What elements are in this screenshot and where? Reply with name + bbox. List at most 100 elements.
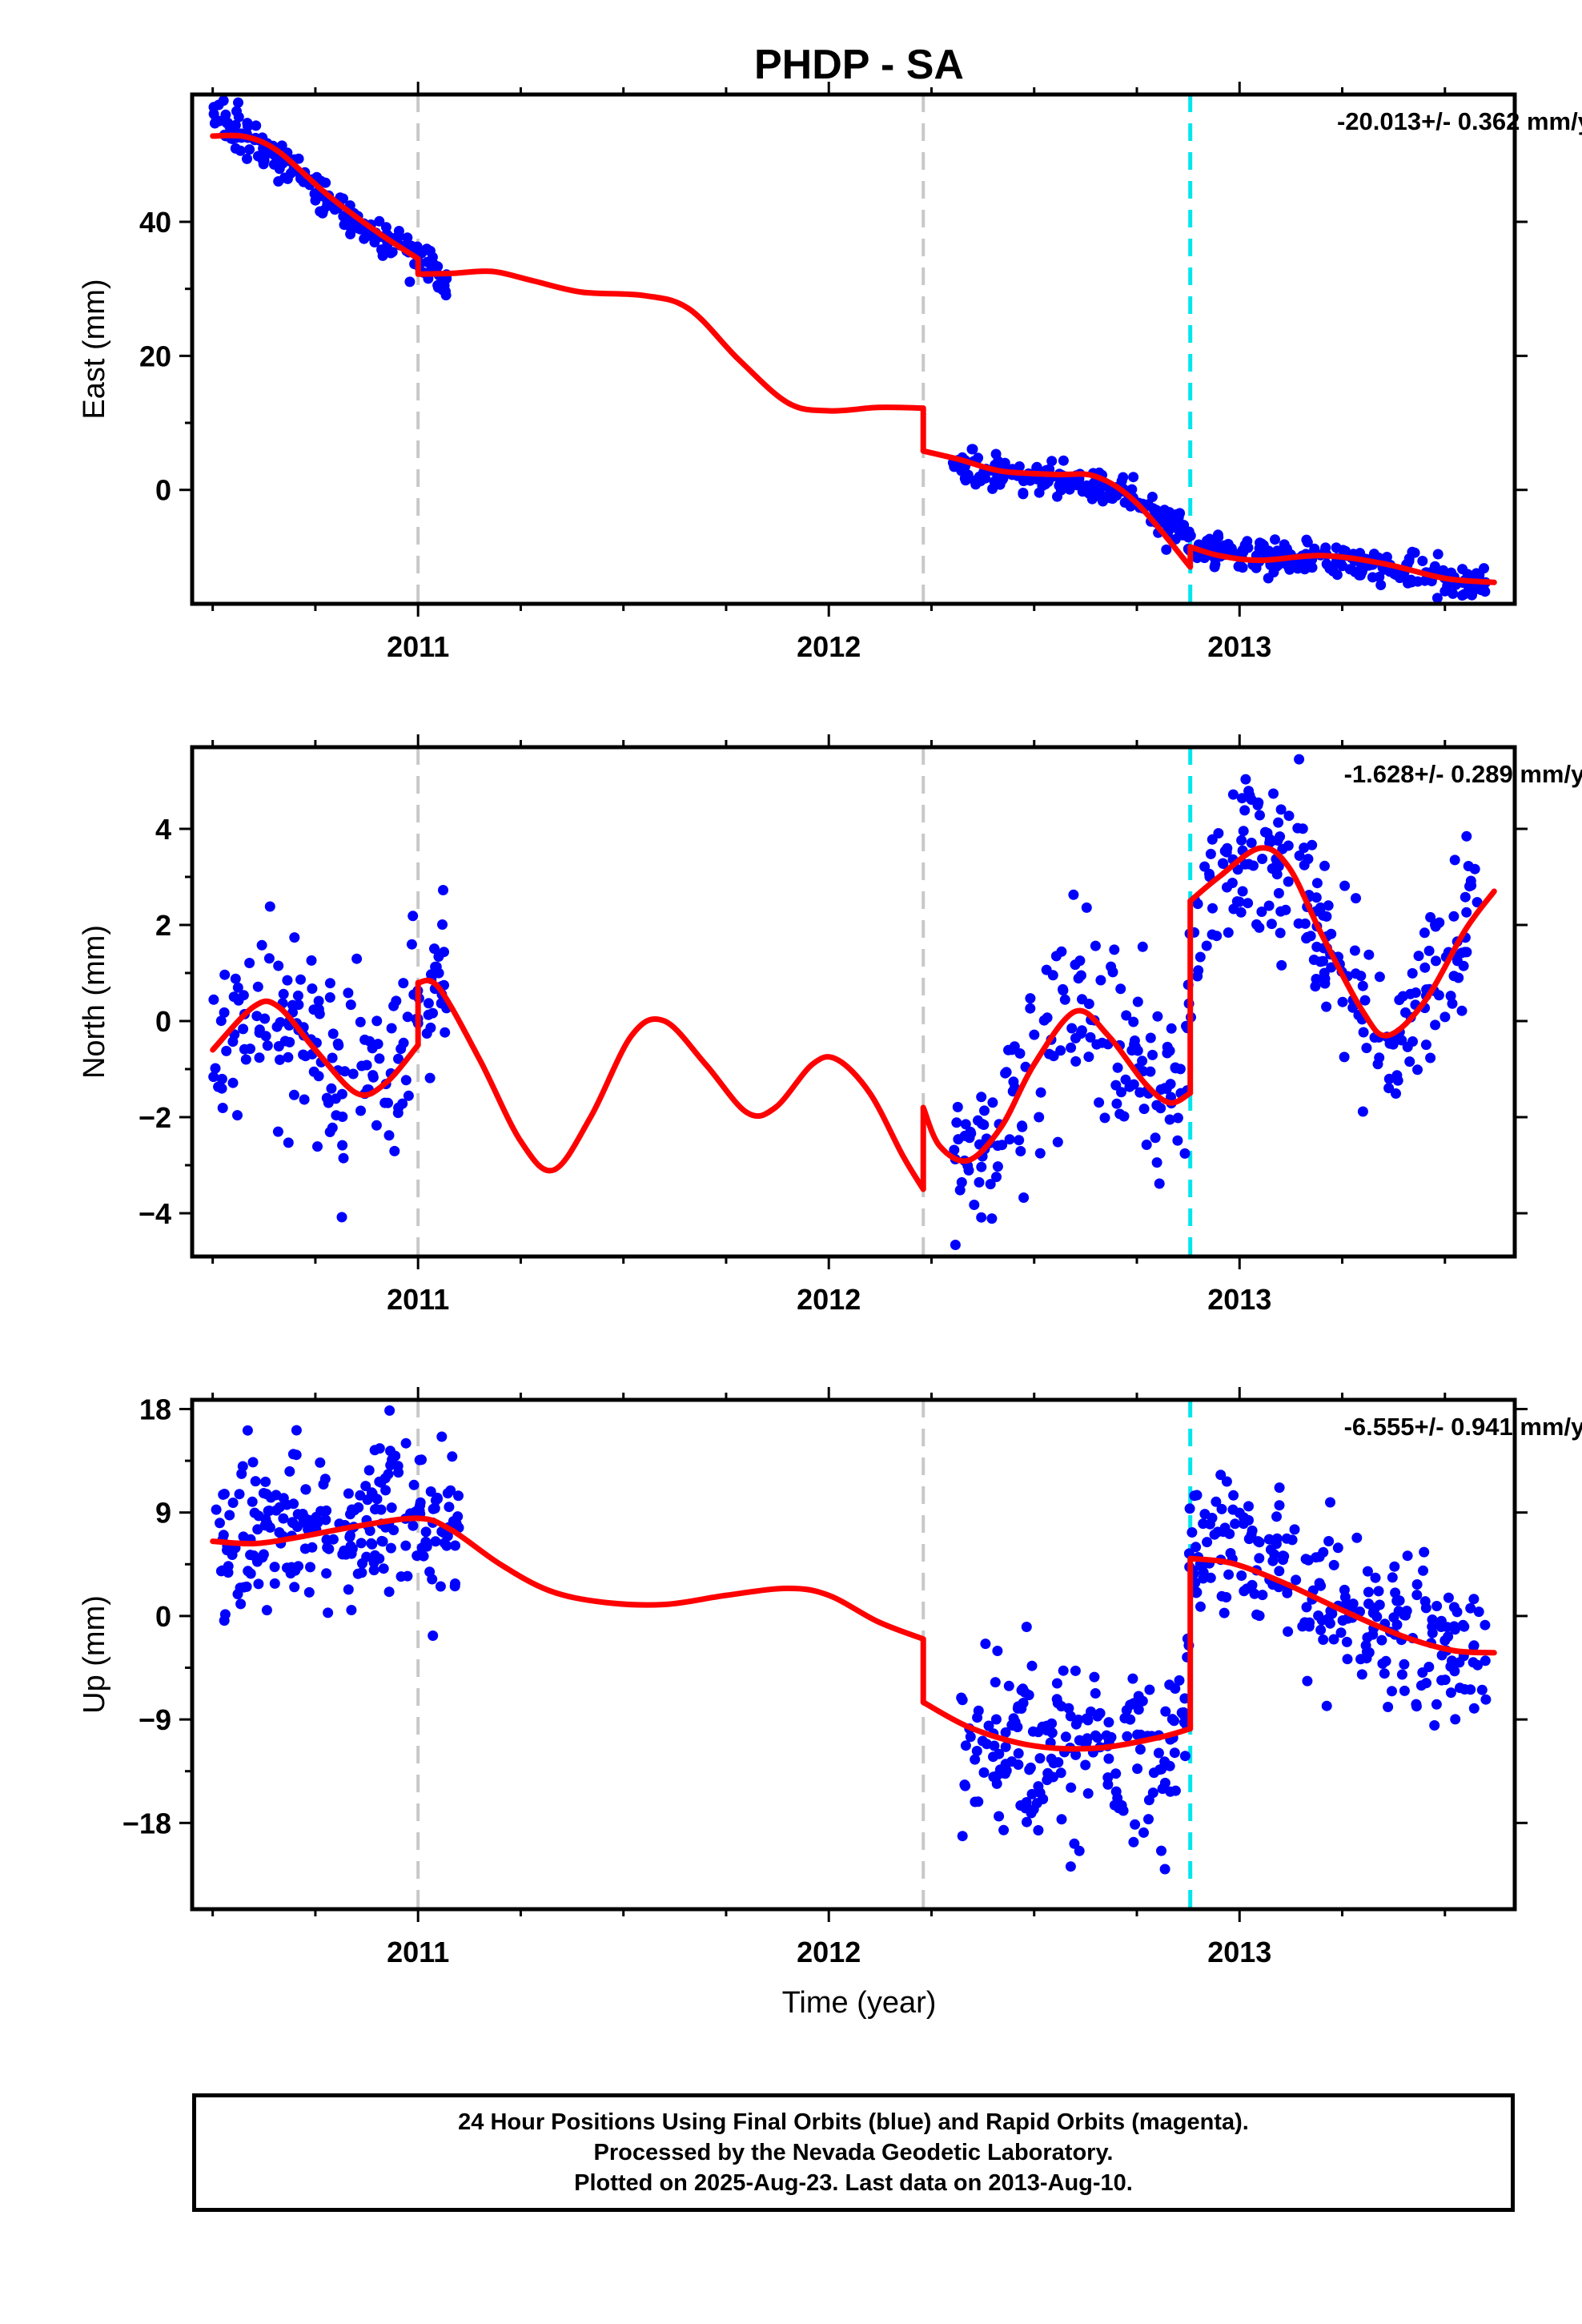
data-point [1274, 1482, 1285, 1494]
data-point [1025, 1003, 1036, 1014]
data-point [257, 155, 268, 166]
model-segment [920, 1007, 1194, 1164]
x-tick-label: 2011 [387, 1936, 449, 1968]
data-point [1472, 897, 1483, 908]
data-point [1294, 754, 1305, 765]
data-point [1350, 968, 1361, 979]
y-tick-label: 2 [155, 909, 171, 942]
data-point [321, 1505, 332, 1516]
data-point [1046, 456, 1058, 467]
data-point [1283, 1626, 1294, 1637]
model-segment [415, 977, 926, 1192]
data-point [1274, 1566, 1285, 1577]
data-point [428, 1007, 438, 1019]
data-point [1402, 1550, 1413, 1562]
data-point [235, 1582, 246, 1594]
data-point [1254, 1553, 1265, 1564]
data-point [1195, 951, 1206, 963]
data-point [450, 1540, 460, 1551]
data-point [1357, 1106, 1368, 1117]
data-point [1216, 1503, 1227, 1514]
data-point [1102, 1772, 1114, 1783]
data-point [1383, 1702, 1394, 1712]
y-tick-label: 4 [155, 813, 171, 846]
data-point [252, 981, 263, 992]
data-point [429, 1503, 440, 1514]
data-point [1109, 944, 1120, 955]
data-point [1429, 1720, 1440, 1731]
data-point [424, 1072, 436, 1084]
data-point [1254, 922, 1265, 933]
data-point [345, 999, 356, 1011]
data-point [360, 1481, 371, 1492]
data-point [1179, 1148, 1191, 1159]
footer-box: 24 Hour Positions Using Final Orbits (bl… [192, 2093, 1515, 2212]
data-point [959, 1779, 970, 1791]
data-point [1090, 940, 1101, 951]
data-point [1332, 1542, 1343, 1554]
data-point [1299, 842, 1310, 854]
data-point [330, 1093, 341, 1104]
data-point [273, 960, 284, 971]
data-point [983, 1720, 994, 1731]
y-tick-label: 18 [139, 1393, 171, 1425]
data-point [1283, 810, 1295, 822]
data-point [1066, 1042, 1077, 1053]
data-point [244, 958, 255, 968]
data-point [976, 1212, 987, 1223]
data-point [211, 115, 222, 126]
data-point [1340, 545, 1351, 557]
data-point [1411, 1590, 1423, 1601]
data-point [1243, 1501, 1254, 1512]
data-point [442, 1530, 453, 1542]
data-point [403, 1090, 414, 1101]
data-point [425, 1022, 436, 1033]
data-point [1273, 887, 1284, 899]
data-point [1184, 1503, 1195, 1514]
data-point [1003, 1680, 1014, 1691]
data-point [978, 1767, 990, 1778]
model-curve [210, 1515, 1497, 1752]
data-point [1099, 1112, 1110, 1124]
data-point [1152, 1011, 1163, 1022]
data-point [1219, 846, 1231, 857]
data-point [1339, 1051, 1350, 1063]
data-point [289, 932, 300, 943]
data-point [1159, 1864, 1170, 1875]
data-point [1449, 1624, 1460, 1635]
data-point [393, 1053, 404, 1064]
data-point [1089, 1671, 1100, 1683]
data-point [262, 1040, 273, 1051]
x-tick-label: 2011 [387, 630, 449, 663]
data-point [1275, 804, 1287, 815]
data-point [1147, 1787, 1158, 1799]
data-point [1265, 1544, 1276, 1555]
data-point [956, 1692, 967, 1703]
data-point [289, 1582, 300, 1593]
data-point [1319, 978, 1331, 989]
data-point [1070, 1719, 1082, 1730]
data-point [1253, 797, 1264, 808]
data-point [1014, 1048, 1026, 1059]
data-point [1435, 1622, 1447, 1632]
data-point [1070, 1665, 1081, 1676]
data-point [950, 1240, 961, 1250]
data-point [230, 973, 241, 984]
data-point [314, 1008, 325, 1019]
data-point [1276, 959, 1287, 971]
data-point [331, 1110, 342, 1121]
data-point [1116, 1799, 1127, 1811]
data-point [1301, 1602, 1312, 1613]
data-point [1025, 475, 1036, 486]
data-point [1132, 1763, 1143, 1775]
data-point [1303, 854, 1314, 865]
data-point [1060, 1731, 1071, 1743]
data-point [1134, 1744, 1146, 1755]
model-segment [210, 998, 421, 1098]
data-point [269, 1562, 280, 1573]
data-point [976, 1161, 987, 1172]
data-point [1170, 1683, 1181, 1694]
data-point [1115, 983, 1126, 995]
data-point [1255, 810, 1265, 821]
